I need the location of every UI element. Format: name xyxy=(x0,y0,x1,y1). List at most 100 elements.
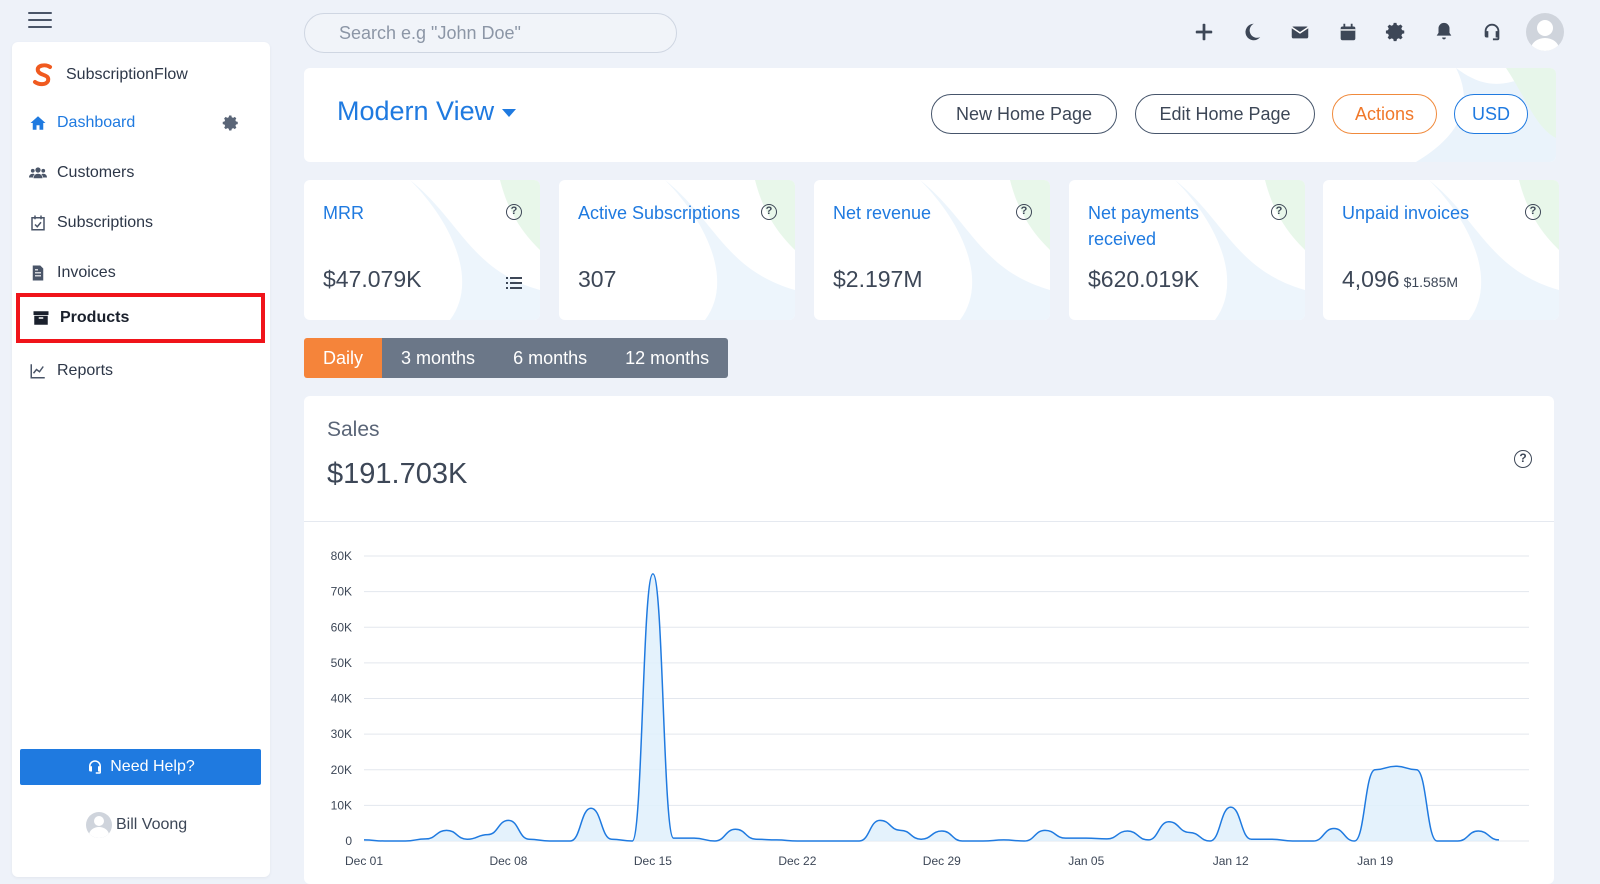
line-chart-icon xyxy=(30,364,45,379)
x-tick-label: Jan 19 xyxy=(1357,854,1393,868)
x-tick-label: Jan 12 xyxy=(1213,854,1249,868)
need-help-button[interactable]: Need Help? xyxy=(20,749,261,785)
card-sub-value: $1.585M xyxy=(1403,274,1459,290)
scrollbar[interactable] xyxy=(1590,0,1600,884)
help-question-icon[interactable]: ? xyxy=(1271,204,1287,220)
sidebar-item-invoices[interactable]: Invoices xyxy=(17,253,265,293)
card-value: $620.019K xyxy=(1088,266,1200,292)
y-tick-label: 50K xyxy=(331,656,352,670)
calendar-icon[interactable] xyxy=(1324,12,1372,52)
user-name: Bill Voong xyxy=(116,816,188,833)
tab-daily[interactable]: Daily xyxy=(304,338,383,378)
sidebar-item-reports[interactable]: Reports xyxy=(17,351,265,391)
card-value: 4,096 xyxy=(1342,266,1400,292)
need-help-label: Need Help? xyxy=(110,758,195,775)
chevron-down-icon xyxy=(502,108,517,117)
users-icon xyxy=(29,167,47,179)
y-tick-label: 40K xyxy=(331,692,352,706)
sidebar-item-label: Invoices xyxy=(57,264,116,281)
x-tick-label: Dec 15 xyxy=(634,854,672,868)
invoice-icon xyxy=(32,265,44,281)
sidebar-item-products[interactable]: Products xyxy=(16,293,265,343)
top-toolbar xyxy=(1180,12,1564,52)
metric-card-unpaid-invoices[interactable]: Unpaid invoices ? 4,096 $1.585M xyxy=(1323,180,1559,320)
y-tick-label: 0 xyxy=(345,834,352,848)
tab-3-months[interactable]: 3 months xyxy=(382,338,495,378)
notifications-bell-icon[interactable] xyxy=(1420,12,1468,52)
list-icon[interactable] xyxy=(506,276,522,290)
menu-toggle-icon[interactable] xyxy=(28,12,52,30)
card-title: Unpaid invoices xyxy=(1342,203,1470,223)
sidebar-item-customers[interactable]: Customers xyxy=(17,153,265,193)
sidebar: SubscriptionFlow Dashboard Customers Sub… xyxy=(12,42,270,877)
y-tick-label: 10K xyxy=(331,798,352,812)
card-value: 307 xyxy=(578,266,617,292)
tab-12-months[interactable]: 12 months xyxy=(606,338,729,378)
actions-button[interactable]: Actions xyxy=(1332,94,1437,134)
add-icon[interactable] xyxy=(1180,12,1228,52)
metric-card-net-revenue[interactable]: Net revenue ? $2.197M xyxy=(814,180,1050,320)
sidebar-item-dashboard[interactable]: Dashboard xyxy=(17,103,265,143)
dashboard-header: Modern View New Home Page Edit Home Page… xyxy=(304,68,1556,162)
sales-chart: 0 10K 20K 30K 40K 50K 60K 70K 80K Dec 01 Dec 08 Dec… xyxy=(331,549,1529,868)
current-user[interactable]: Bill Voong xyxy=(86,812,187,838)
y-tick-label: 20K xyxy=(331,763,352,777)
card-value-wrapper: 4,096 $1.585M xyxy=(1342,266,1458,293)
new-home-page-button[interactable]: New Home Page xyxy=(931,94,1117,134)
series-line xyxy=(363,573,1500,842)
view-selector[interactable]: Modern View xyxy=(337,96,517,127)
x-tick-label: Dec 29 xyxy=(923,854,961,868)
y-tick-label: 60K xyxy=(331,620,352,634)
x-tick-label: Jan 05 xyxy=(1068,854,1104,868)
help-question-icon[interactable]: ? xyxy=(761,204,777,220)
support-headset-icon[interactable] xyxy=(1468,12,1516,52)
currency-button[interactable]: USD xyxy=(1454,94,1528,134)
card-value: $47.079K xyxy=(323,266,422,292)
archive-box-icon xyxy=(33,311,49,325)
sales-panel: Sales $191.703K ? 0 10K 20K 30K 40K 50K 60K 70K… xyxy=(304,396,1554,884)
card-value: $2.197M xyxy=(833,266,923,292)
help-question-icon[interactable]: ? xyxy=(1016,204,1032,220)
sidebar-item-label: Reports xyxy=(57,362,114,379)
brand[interactable]: SubscriptionFlow xyxy=(30,62,188,88)
subscriptionflow-logo-icon xyxy=(33,63,52,87)
period-tabs: Daily 3 months 6 months 12 months xyxy=(304,338,729,378)
y-tick-label: 30K xyxy=(331,727,352,741)
metric-card-mrr[interactable]: MRR ? $47.079K xyxy=(304,180,540,320)
headset-icon xyxy=(89,760,102,774)
card-title: MRR xyxy=(323,203,364,223)
mail-icon[interactable] xyxy=(1276,12,1324,52)
help-question-icon[interactable]: ? xyxy=(506,204,522,220)
divider xyxy=(304,521,1554,522)
sidebar-item-subscriptions[interactable]: Subscriptions xyxy=(17,203,265,243)
help-question-icon[interactable]: ? xyxy=(1514,450,1532,468)
metric-card-active-subscriptions[interactable]: Active Subscriptions ? 307 xyxy=(559,180,795,320)
dark-mode-moon-icon[interactable] xyxy=(1228,12,1276,52)
series-area xyxy=(364,573,1499,841)
sidebar-item-label: Dashboard xyxy=(57,114,136,131)
help-question-icon[interactable]: ? xyxy=(1525,204,1541,220)
sidebar-item-label: Products xyxy=(60,309,130,326)
sidebar-item-label: Subscriptions xyxy=(57,214,154,231)
home-icon xyxy=(30,116,46,130)
view-title: Modern View xyxy=(337,96,495,126)
edit-home-page-button[interactable]: Edit Home Page xyxy=(1135,94,1315,134)
x-tick-label: Dec 01 xyxy=(345,854,383,868)
user-avatar[interactable] xyxy=(1526,13,1564,51)
y-tick-label: 70K xyxy=(331,585,352,599)
x-tick-label: Dec 22 xyxy=(778,854,816,868)
dashboard-settings-gear-icon[interactable] xyxy=(222,114,240,132)
card-title: Active Subscriptions xyxy=(578,203,741,223)
metric-card-net-payments[interactable]: Net payments received ? $620.019K xyxy=(1069,180,1305,320)
calendar-check-icon xyxy=(31,215,45,231)
settings-gear-icon[interactable] xyxy=(1372,12,1420,52)
user-avatar-icon xyxy=(86,812,112,838)
y-tick-label: 80K xyxy=(331,549,352,563)
brand-name: SubscriptionFlow xyxy=(66,66,188,83)
tab-6-months[interactable]: 6 months xyxy=(494,338,607,378)
sidebar-item-label: Customers xyxy=(57,164,135,181)
x-tick-label: Dec 08 xyxy=(489,854,527,868)
sales-label: Sales xyxy=(327,418,380,441)
search-input[interactable] xyxy=(304,13,677,53)
card-title: Net revenue xyxy=(833,203,932,223)
